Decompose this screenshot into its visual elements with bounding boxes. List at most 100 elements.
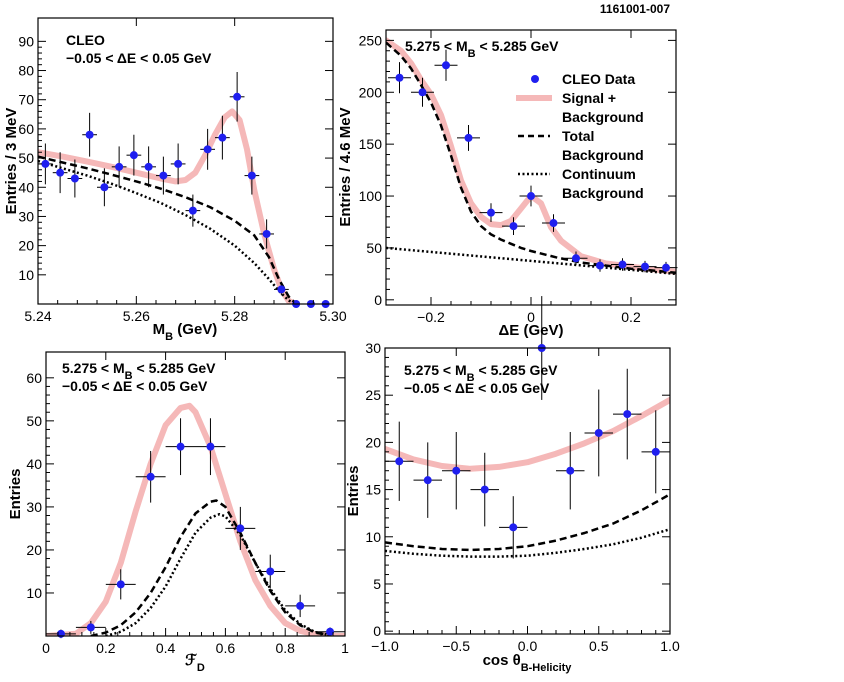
hel-marker <box>651 447 660 456</box>
de-data-points <box>388 49 678 274</box>
legend-entry: Continuum <box>562 166 636 182</box>
fd-data-point <box>165 418 196 476</box>
fd-marker <box>266 567 275 576</box>
mb-y-tick-label: 10 <box>18 267 34 283</box>
de-data-point <box>502 217 525 235</box>
mb-data-point <box>52 152 68 194</box>
de-marker <box>596 261 604 270</box>
hel-y-tick-label: 15 <box>365 482 381 498</box>
de-curve-continuum-background <box>386 246 676 276</box>
fd-marker <box>236 524 245 533</box>
de-marker <box>509 222 518 231</box>
fd-x-tick-label: 0.4 <box>156 640 176 656</box>
mb-curves <box>38 108 300 304</box>
hel-marker <box>423 476 432 485</box>
mb-data-point <box>38 143 53 185</box>
fd-frame <box>45 351 346 637</box>
hel-x-axis-label: cos θB-Helicity <box>483 652 573 674</box>
hel-marker <box>594 428 603 437</box>
de-marker <box>487 208 495 217</box>
fd-y-tick-label: 20 <box>26 542 42 558</box>
legend-entry: Total <box>562 128 594 144</box>
hel-x-axis: −1.0 −0.5 0.0 0.5 1.0 <box>371 348 680 654</box>
de-y-tick-label: 100 <box>359 188 383 204</box>
mb-data-point <box>156 156 171 195</box>
de-marker <box>418 88 427 97</box>
mb-data-point <box>111 146 127 188</box>
de-y-tick-label: 200 <box>359 84 383 100</box>
fd-annotation: −0.05 < ΔE < 0.05 GeV <box>62 378 208 394</box>
hel-marker <box>452 466 461 475</box>
de-data-point <box>588 259 612 272</box>
fd-y-tick-label: 60 <box>26 370 42 386</box>
mb-y-tick-label: 90 <box>18 33 34 49</box>
de-data-point <box>611 258 634 271</box>
mb-y-tick-label: 80 <box>18 63 34 79</box>
mb-marker <box>144 162 153 171</box>
de-y-axis-label: Entries / 4.6 MeV <box>337 107 354 226</box>
mb-data-point <box>274 283 289 296</box>
de-marker <box>641 262 649 271</box>
de-x-tick-label: 0.2 <box>621 309 641 325</box>
de-data-point <box>542 214 565 232</box>
mb-marker <box>41 159 50 168</box>
hel-marker <box>480 485 489 494</box>
mb-data-point <box>67 159 83 198</box>
mb-x-axis: 5.24 5.26 5.28 5.30 <box>24 18 347 324</box>
mb-data-point <box>229 71 245 122</box>
de-marker <box>395 73 404 82</box>
fd-data-point <box>285 594 316 618</box>
hel-y-axis-label: Entries <box>345 466 362 517</box>
hel-data-point <box>584 389 613 477</box>
fd-data-points <box>46 418 345 639</box>
mb-y-axis-label: Entries / 3 MeV <box>3 108 20 215</box>
mb-marker <box>277 285 286 294</box>
mb-y-axis: 10 20 30 40 50 60 70 80 90 <box>18 33 333 283</box>
fd-marker <box>146 472 155 481</box>
hel-data-point <box>385 421 414 501</box>
fd-marker <box>296 601 305 610</box>
de-y-tick-label: 150 <box>359 136 383 152</box>
mb-data-points <box>38 71 333 308</box>
legend-entry: Background <box>562 185 644 201</box>
hel-marker <box>395 457 404 466</box>
hel-curve-continuum-background <box>385 528 670 558</box>
de-curve-signal-background <box>386 37 676 275</box>
mb-data-point <box>170 143 186 185</box>
mb-data-point <box>215 115 230 160</box>
hel-x-tick-label: 1.0 <box>660 638 680 654</box>
de-y-tick-label: 250 <box>359 32 383 48</box>
fd-marker <box>116 580 125 589</box>
de-marker <box>618 260 627 269</box>
fd-data-point <box>46 629 76 639</box>
de-marker <box>549 219 558 228</box>
legend-entry: Signal + <box>562 90 616 106</box>
mb-annotation: CLEO <box>66 32 105 48</box>
mb-data-point <box>141 146 156 188</box>
mb-marker <box>56 168 65 177</box>
de-data-point <box>479 203 503 222</box>
mb-frame <box>37 17 334 305</box>
fd-x-tick-label: 0.2 <box>96 640 116 656</box>
hel-marker <box>509 523 518 532</box>
hel-y-tick-label: 0 <box>373 623 381 639</box>
legend-entry: Background <box>562 147 644 163</box>
mb-x-tick-label: 5.26 <box>123 308 150 324</box>
de-marker <box>464 133 473 142</box>
hel-y-tick-label: 30 <box>365 340 381 356</box>
fd-y-axis: 10 20 30 40 50 60 <box>26 370 345 601</box>
fd-x-tick-label: 1 <box>341 640 349 656</box>
mb-marker <box>262 229 271 238</box>
mb-y-tick-label: 60 <box>18 121 34 137</box>
mb-curve-signal-background <box>38 108 300 304</box>
mb-x-axis-label: MB (GeV) <box>153 321 218 343</box>
hel-data-point <box>641 410 670 494</box>
hel-data-point <box>499 496 528 559</box>
fd-y-axis-label: Entries <box>7 469 24 520</box>
panel-mb: 5.24 5.26 5.28 5.30 10 20 30 40 50 60 70 80 90 MB (Ge… <box>3 17 347 343</box>
hel-x-tick-label: −1.0 <box>371 638 399 654</box>
de-x-axis: −0.2 0 0.2 <box>417 30 641 325</box>
mb-marker <box>129 151 138 160</box>
hel-marker <box>623 410 632 419</box>
